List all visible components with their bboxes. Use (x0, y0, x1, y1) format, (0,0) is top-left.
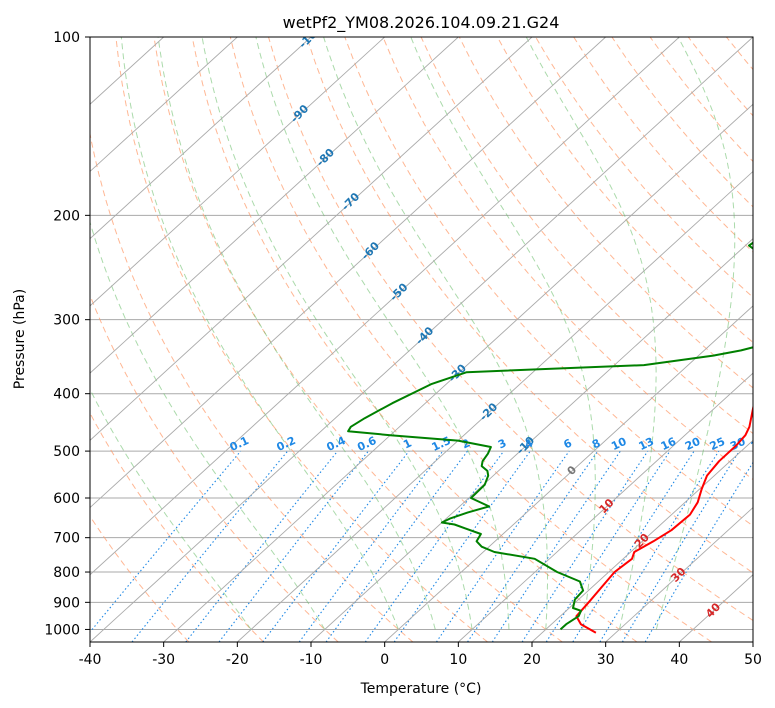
mixing-ratio-line (131, 450, 289, 642)
moist-adiabat-line (525, 37, 657, 630)
dry-adiabat-line (90, 515, 190, 642)
isotherm-line (605, 506, 753, 642)
mixing-ratio-line (545, 450, 671, 642)
y-tick-label: 1000 (44, 622, 80, 638)
moist-adiabat-line (255, 37, 510, 630)
isotherm-line (90, 37, 238, 173)
sounding-series (347, 241, 753, 634)
isotherm-line (237, 170, 753, 642)
y-tick-label: 500 (53, 444, 80, 460)
mixing-ratio-label: 20 (683, 435, 703, 453)
mixing-ratio-line (262, 450, 410, 642)
dry-adiabat-line (191, 37, 638, 642)
y-tick-label: 200 (53, 208, 80, 224)
isotherm-line (531, 439, 753, 642)
mixing-ratio-label: 25 (708, 435, 727, 453)
mixing-ratio-line (435, 450, 570, 642)
x-tick-label: -20 (226, 652, 249, 668)
dry-adiabat-line (153, 37, 563, 642)
mixing-ratio-label: 36 (749, 435, 769, 453)
x-tick-label: -40 (79, 652, 102, 668)
dry-adiabat-line (268, 37, 753, 622)
mixing-ratio-line (90, 450, 242, 633)
moist-adiabat-line (201, 37, 473, 630)
x-tick-label: 0 (380, 652, 389, 668)
y-tick-label: 900 (53, 595, 80, 611)
temperature-line (575, 401, 753, 634)
dry-adiabat-line (115, 37, 488, 642)
isobar-gridlines (90, 37, 753, 630)
dry-adiabat-line (90, 412, 264, 642)
mixing-ratio-line (298, 450, 444, 642)
moist-adiabat-line (410, 37, 596, 630)
mixing-ratio-line (521, 450, 649, 642)
y-tick-label: 800 (53, 565, 80, 581)
mixing-ratio-line (621, 450, 740, 642)
dry-adiabat-line (535, 37, 753, 298)
moist-adiabat-line (655, 37, 736, 630)
dewpoint-line (347, 241, 753, 631)
isotherm-line (163, 103, 753, 642)
isotherm-line (384, 305, 753, 642)
y-tick-label: 700 (53, 531, 80, 547)
y-tick-label: 400 (53, 387, 80, 403)
mixing-ratio-line (467, 450, 599, 642)
isotherm-line (90, 37, 606, 509)
mixing-ratio-lines (90, 450, 753, 642)
x-tick-label: -10 (300, 652, 323, 668)
moist-adiabat-line (90, 388, 252, 630)
x-tick-label: 10 (449, 652, 467, 668)
dry-adiabat-line (90, 131, 414, 642)
isotherm-line (90, 37, 385, 307)
isotherm-line (90, 37, 680, 576)
isotherm-line (90, 37, 459, 374)
moist-adiabats (90, 37, 736, 630)
dry-adiabat-line (496, 37, 753, 344)
x-tick-label: 50 (744, 652, 762, 668)
mixing-ratio-label: 13 (637, 435, 656, 453)
isotherm-gridlines (90, 37, 753, 642)
isotherm-line (90, 37, 753, 642)
mixing-ratio-line (325, 450, 468, 642)
x-tick-label: 20 (523, 652, 541, 668)
y-axis-ticks: 100 200 300 400 500 600 700 800 900 1000 (44, 30, 90, 638)
x-tick-label: 40 (670, 652, 688, 668)
moist-adiabat-line (323, 37, 548, 630)
plot-frame (89, 36, 754, 643)
mixing-ratio-line (185, 450, 339, 642)
x-tick-label: 30 (597, 652, 615, 668)
isotherm-line (458, 372, 753, 642)
y-tick-label: 300 (53, 313, 80, 329)
mixing-ratio-label: 16 (659, 435, 679, 453)
x-tick-label: -30 (152, 652, 175, 668)
isotherm-line (90, 37, 533, 441)
mixing-ratio-line (491, 450, 621, 642)
x-axis-label: Temperature (°C) (360, 681, 482, 697)
dry-adiabat-line (382, 37, 753, 481)
moist-adiabat-line (157, 37, 436, 630)
y-axis-label: Pressure (hPa) (12, 289, 28, 389)
moist-adiabat-line (120, 37, 399, 630)
mixing-ratio-line (572, 450, 695, 642)
dry-adiabat-line (306, 37, 753, 574)
x-axis-ticks: -40 -30 -20 -10 0 10 20 30 40 50 (79, 642, 762, 668)
y-tick-label: 600 (53, 491, 80, 507)
mixing-ratio-line (364, 450, 505, 642)
mixing-ratio-label: 10 (609, 435, 629, 453)
isotherm-line (310, 238, 753, 642)
isotherm-line (90, 37, 312, 240)
y-tick-label: 100 (53, 30, 80, 46)
chart-title: wetPf2_YM08.2026.104.09.21.G24 (283, 13, 560, 33)
